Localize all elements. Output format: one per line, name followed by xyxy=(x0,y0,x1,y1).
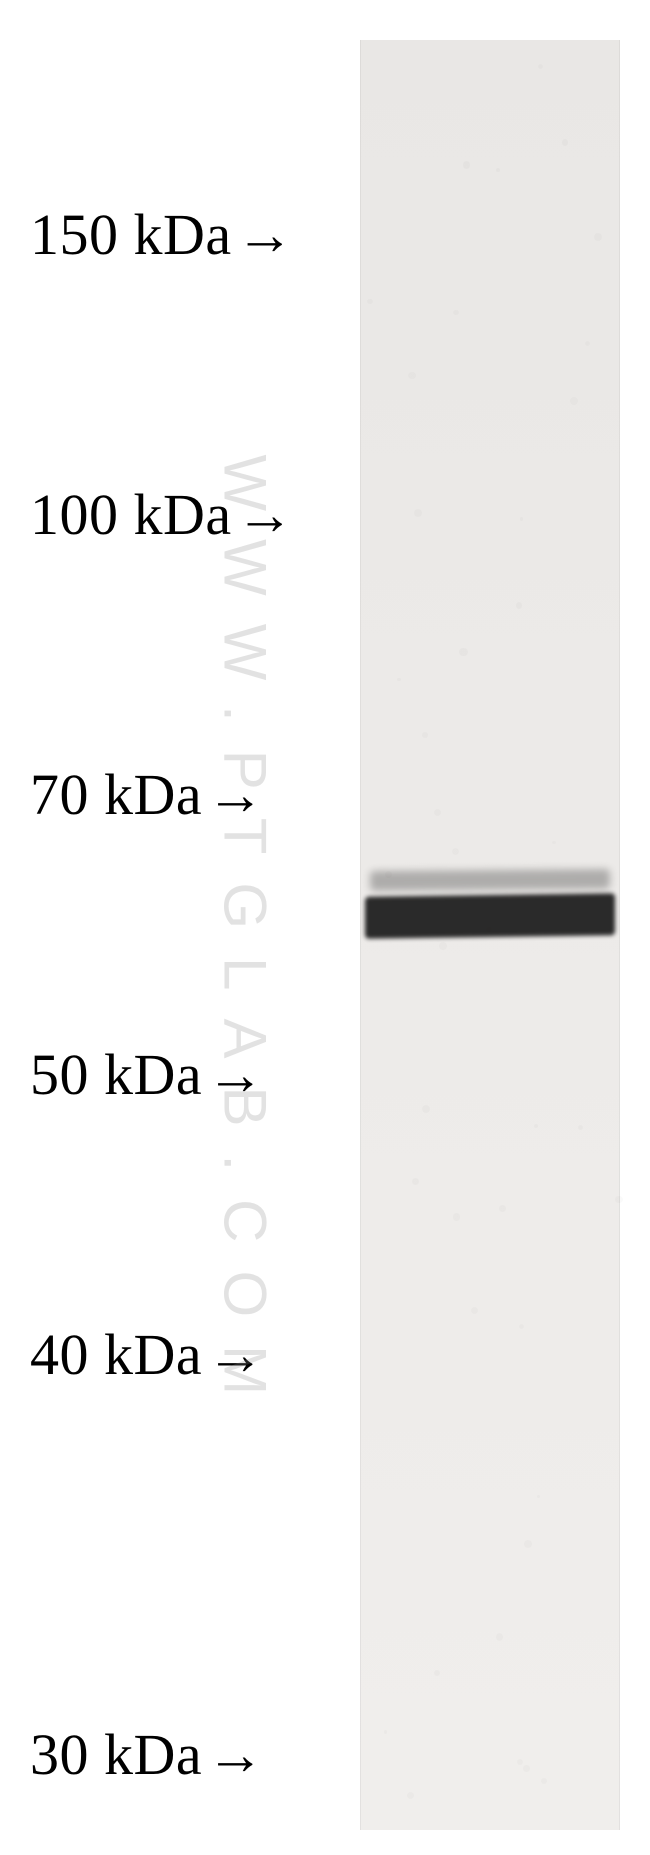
arrow-right-icon: → xyxy=(236,481,294,548)
lane-noise-speck xyxy=(471,1307,479,1315)
lane-noise-speck xyxy=(407,1792,414,1799)
mw-marker-label: 40 kDa xyxy=(30,1321,202,1388)
lane-noise-speck xyxy=(615,1196,622,1203)
mw-marker-label: 100 kDa xyxy=(30,481,232,548)
western-blot-figure: 150 kDa→100 kDa→70 kDa→50 kDa→40 kDa→30 … xyxy=(0,0,650,1855)
lane-noise-speck xyxy=(594,233,602,241)
lane-noise-speck xyxy=(570,397,578,405)
watermark-label: WWW.PTGLAB.COM xyxy=(212,455,279,1424)
protein-band xyxy=(365,893,615,938)
mw-marker: 150 kDa→ xyxy=(30,201,340,268)
mw-marker: 100 kDa→ xyxy=(30,481,340,548)
lane-noise-speck xyxy=(496,168,500,172)
lane-noise-speck xyxy=(453,310,459,316)
lane-noise-speck xyxy=(439,942,447,950)
mw-marker-label: 70 kDa xyxy=(30,761,202,828)
lane-noise-speck xyxy=(422,1105,430,1113)
lane-noise-speck xyxy=(562,139,569,146)
arrow-right-icon: → xyxy=(206,1321,264,1388)
mw-marker: 50 kDa→ xyxy=(30,1041,340,1108)
lane-noise-speck xyxy=(459,648,468,657)
mw-marker-label: 30 kDa xyxy=(30,1721,202,1788)
lane-noise-speck xyxy=(384,1730,387,1733)
mw-marker: 40 kDa→ xyxy=(30,1321,340,1388)
lane-noise-speck xyxy=(463,161,470,168)
arrow-right-icon: → xyxy=(236,201,294,268)
lane-noise-speck xyxy=(453,1213,461,1221)
lane-noise-speck xyxy=(519,1324,524,1329)
arrow-right-icon: → xyxy=(206,1041,264,1108)
lane-noise-speck xyxy=(434,1670,440,1676)
lane-noise-speck xyxy=(397,678,401,682)
lane-noise-speck xyxy=(552,841,556,845)
lane-noise-speck xyxy=(422,732,428,738)
mw-marker-label: 50 kDa xyxy=(30,1041,202,1108)
watermark-text: WWW.PTGLAB.COM xyxy=(211,455,280,1355)
arrow-right-icon: → xyxy=(206,1721,264,1788)
mw-marker: 30 kDa→ xyxy=(30,1721,340,1788)
lane-noise-speck xyxy=(534,1124,538,1128)
lane-noise-speck xyxy=(520,517,523,520)
lane-noise-speck xyxy=(496,1633,503,1640)
mw-marker-label: 150 kDa xyxy=(30,201,232,268)
arrow-right-icon: → xyxy=(206,761,264,828)
lane-noise-speck xyxy=(524,1540,532,1548)
lane-noise-speck xyxy=(499,1205,506,1212)
lane-noise-speck xyxy=(414,509,422,517)
mw-marker: 70 kDa→ xyxy=(30,761,340,828)
protein-band xyxy=(370,869,610,891)
lane-noise-speck xyxy=(541,1778,547,1784)
lane-noise-speck xyxy=(516,602,522,608)
